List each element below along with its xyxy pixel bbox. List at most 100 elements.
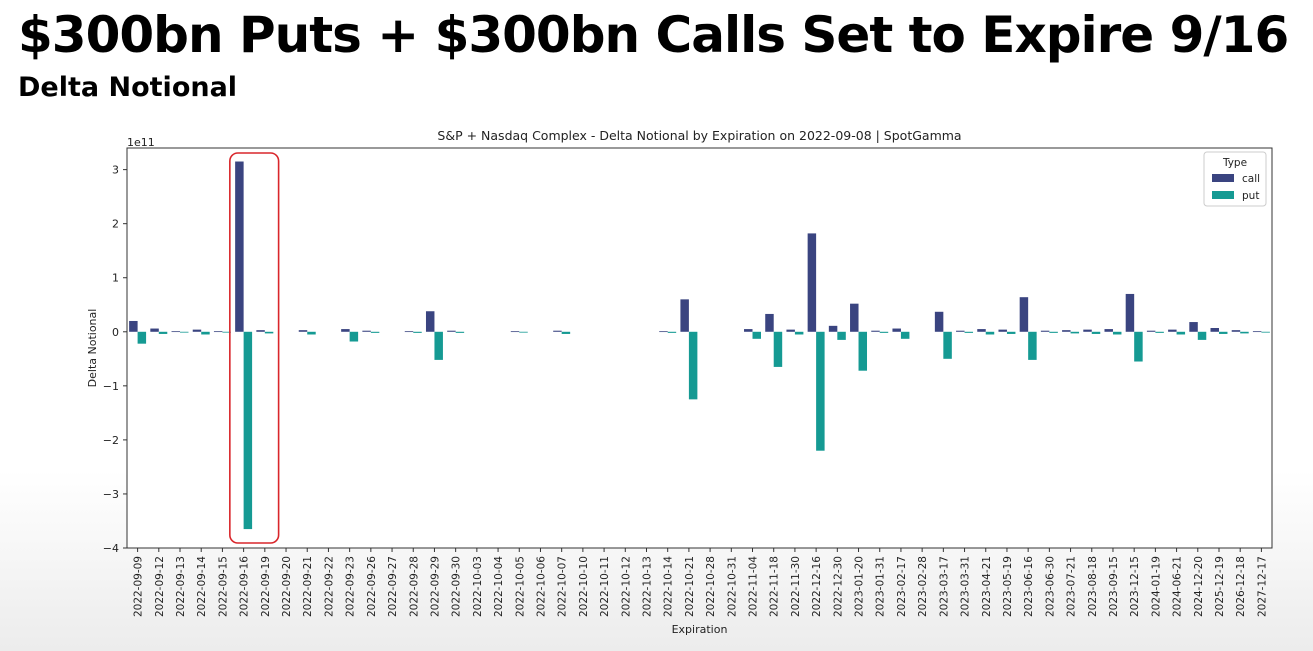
bar-put-2022-09-29 — [434, 331, 443, 360]
bar-call-2023-01-20 — [850, 303, 859, 332]
x-tick-label: 2023-02-17 — [896, 556, 908, 617]
y-tick-label: −1 — [103, 380, 119, 393]
bar-call-2022-10-14 — [659, 331, 668, 333]
bar-put-2022-09-26 — [370, 331, 380, 333]
x-tick-label: 2022-12-30 — [832, 556, 844, 617]
bar-put-2023-08-18 — [1091, 331, 1101, 334]
x-tick-label: 2022-10-05 — [514, 556, 526, 617]
x-tick-label: 2023-06-30 — [1044, 556, 1056, 617]
bar-call-2023-01-31 — [871, 330, 880, 332]
bar-put-2023-04-21 — [985, 331, 995, 335]
bar-call-2022-10-05 — [510, 331, 520, 333]
x-tick-label: 2023-09-15 — [1108, 556, 1120, 617]
bar-put-2023-05-19 — [1006, 331, 1016, 334]
x-tick-label: 2022-09-26 — [366, 556, 378, 617]
bar-put-2024-12-20 — [1197, 331, 1207, 340]
x-tick-label: 2024-01-19 — [1150, 556, 1162, 617]
y-tick-label: 2 — [112, 218, 119, 231]
bar-call-2024-06-21 — [1168, 329, 1177, 332]
bar-call-2022-12-30 — [828, 325, 838, 332]
bar-put-2023-06-30 — [1049, 331, 1058, 333]
bar-call-2022-09-16 — [235, 161, 244, 332]
bar-put-2023-06-16 — [1028, 331, 1037, 360]
bar-put-2022-10-21 — [688, 331, 698, 400]
bar-call-2023-07-21 — [1062, 330, 1071, 332]
y-tick-label: −3 — [103, 488, 119, 501]
bar-put-2022-09-09 — [137, 331, 147, 344]
bar-put-2022-11-04 — [752, 331, 761, 339]
x-tick-label: 2027-12-17 — [1256, 556, 1268, 617]
bar-call-2023-09-15 — [1104, 329, 1113, 332]
bar-put-2022-09-30 — [455, 331, 465, 333]
bar-call-2023-02-17 — [892, 328, 901, 332]
x-tick-label: 2022-09-22 — [323, 556, 335, 617]
x-tick-label: 2022-10-14 — [663, 556, 675, 617]
x-tick-label: 2022-10-28 — [705, 556, 717, 617]
bar-put-2024-06-21 — [1176, 331, 1186, 335]
bar-put-2022-09-15 — [222, 331, 231, 333]
x-tick-label: 2022-11-04 — [748, 556, 760, 617]
bar-call-2024-01-19 — [1146, 330, 1156, 332]
bar-call-2022-09-15 — [213, 331, 223, 333]
x-tick-label: 2022-09-30 — [451, 556, 463, 617]
x-tick-label: 2022-09-16 — [239, 556, 251, 617]
bar-call-2022-09-19 — [256, 330, 265, 332]
x-tick-label: 2023-02-28 — [917, 556, 929, 617]
bar-put-2022-10-14 — [667, 331, 677, 333]
y-tick-label: 3 — [112, 164, 119, 177]
bar-call-2023-06-30 — [1040, 330, 1050, 332]
bar-put-2023-07-21 — [1070, 331, 1080, 334]
bar-call-2022-11-30 — [786, 329, 795, 332]
bar-call-2023-06-16 — [1019, 297, 1029, 332]
x-tick-label: 2022-09-27 — [387, 556, 399, 617]
x-tick-label: 2022-12-16 — [811, 556, 823, 617]
x-tick-label: 2022-10-06 — [535, 556, 547, 617]
y-axis-label: Delta Notional — [86, 309, 99, 388]
bar-put-2022-09-28 — [413, 331, 422, 333]
x-tick-label: 2022-09-20 — [281, 556, 293, 617]
bar-put-2022-09-16 — [243, 331, 253, 530]
legend-label-call: call — [1242, 173, 1260, 185]
bar-call-2023-03-31 — [956, 330, 965, 332]
bar-call-2022-09-30 — [447, 330, 456, 332]
bar-call-2022-11-04 — [744, 329, 753, 332]
x-tick-label: 2022-09-28 — [408, 556, 420, 617]
bar-call-2023-08-18 — [1083, 329, 1092, 332]
headline: $300bn Puts + $300bn Calls Set to Expire… — [18, 6, 1289, 64]
x-tick-label: 2023-12-15 — [1129, 556, 1141, 617]
bar-put-2022-09-23 — [349, 331, 359, 342]
bar-call-2022-09-26 — [362, 330, 371, 332]
x-tick-label: 2022-11-18 — [769, 556, 781, 617]
bar-put-2022-09-12 — [158, 331, 168, 334]
legend-swatch-call — [1212, 174, 1234, 182]
x-tick-label: 2022-11-30 — [790, 556, 802, 617]
bar-call-2022-10-21 — [680, 299, 689, 332]
bar-call-2023-05-19 — [998, 329, 1007, 332]
x-tick-label: 2022-09-15 — [217, 556, 229, 617]
x-tick-label: 2022-10-31 — [726, 556, 738, 617]
bar-put-2022-12-30 — [837, 331, 846, 340]
legend-swatch-put — [1212, 191, 1234, 199]
x-tick-label: 2023-01-20 — [854, 556, 866, 617]
highlight-box — [229, 152, 280, 544]
bar-call-2022-09-21 — [298, 330, 308, 332]
bar-put-2023-09-15 — [1112, 331, 1122, 335]
bar-call-2022-09-29 — [425, 311, 435, 332]
x-tick-label: 2022-09-23 — [345, 556, 357, 617]
chart-title: S&P + Nasdaq Complex - Delta Notional by… — [437, 128, 961, 143]
bar-call-2022-12-16 — [807, 233, 817, 332]
x-tick-label: 2022-10-11 — [599, 556, 611, 617]
bar-put-2023-03-31 — [964, 331, 974, 333]
x-tick-label: 2022-10-04 — [493, 556, 505, 617]
bar-call-2024-12-20 — [1189, 322, 1198, 332]
bar-call-2023-03-17 — [934, 311, 944, 332]
bar-call-2022-09-13 — [171, 331, 181, 333]
bar-call-2023-04-21 — [977, 329, 986, 332]
bar-put-2022-09-19 — [264, 331, 274, 334]
x-tick-label: 2022-10-13 — [641, 556, 653, 617]
x-tick-label: 2022-10-10 — [578, 556, 590, 617]
bar-put-2025-12-19 — [1218, 331, 1228, 334]
legend-title: Type — [1222, 157, 1247, 169]
bar-put-2022-09-13 — [180, 331, 189, 333]
